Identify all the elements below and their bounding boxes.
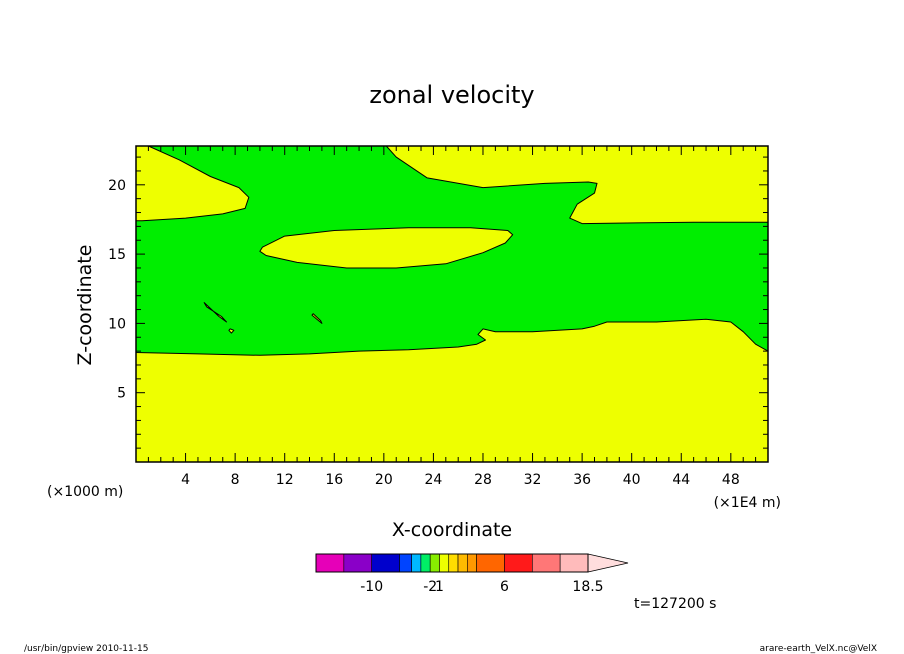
footer-right: arare-earth_VelX.nc@VelX bbox=[760, 644, 877, 654]
x-tick-label: 20 bbox=[375, 472, 393, 488]
colorbar-segment bbox=[559, 553, 589, 573]
x-unit-left: (×1000 m) bbox=[47, 484, 123, 500]
x-unit-right: (×1E4 m) bbox=[714, 495, 781, 511]
colorbar-segment bbox=[343, 553, 372, 573]
x-tick-label: 44 bbox=[672, 472, 690, 488]
y-tick-label: 10 bbox=[108, 316, 126, 332]
colorbar-segment bbox=[448, 553, 459, 573]
colorbar-segment bbox=[476, 553, 505, 573]
colorbar-segment bbox=[532, 553, 561, 573]
colorbar-segment bbox=[439, 553, 450, 573]
colorbar: -10 -21 6 18.5 bbox=[315, 553, 629, 595]
x-tick-label: 4 bbox=[181, 472, 190, 488]
x-tick-label: 28 bbox=[474, 472, 492, 488]
y-tick-label: 15 bbox=[108, 247, 126, 263]
colorbar-segment bbox=[429, 553, 440, 573]
time-label: t=127200 s bbox=[634, 596, 716, 612]
colorbar-segment bbox=[411, 553, 422, 573]
x-tick-label: 32 bbox=[524, 472, 542, 488]
contour-region-yellow-lens bbox=[259, 227, 514, 269]
colorbar-segment bbox=[399, 553, 412, 573]
colorbar-label: -10 bbox=[360, 579, 383, 595]
x-tick-label: 16 bbox=[325, 472, 343, 488]
x-axis-label: X-coordinate bbox=[392, 519, 512, 541]
colorbar-segment bbox=[420, 553, 431, 573]
chart-title: zonal velocity bbox=[369, 81, 534, 109]
plot-frame bbox=[135, 145, 769, 463]
x-tick-label: 48 bbox=[722, 472, 740, 488]
x-tick-label: 36 bbox=[573, 472, 591, 488]
x-tick-label: 12 bbox=[276, 472, 294, 488]
contour-region-yellow-island-2 bbox=[228, 328, 235, 334]
colorbar-label: 1 bbox=[435, 579, 444, 595]
plot-area bbox=[135, 145, 769, 462]
x-tick-label: 8 bbox=[231, 472, 240, 488]
colorbar-label: -2 bbox=[423, 579, 437, 595]
colorbar-label: 18.5 bbox=[572, 579, 603, 595]
y-axis-label: Z-coordinate bbox=[74, 245, 96, 366]
contour-region-yellow-island-1 bbox=[203, 302, 227, 323]
colorbar-segment bbox=[504, 553, 533, 573]
colorbar-segment bbox=[457, 553, 468, 573]
y-tick-label: 5 bbox=[117, 386, 126, 402]
y-tick-label: 20 bbox=[108, 178, 126, 194]
x-tick-label: 24 bbox=[424, 472, 442, 488]
colorbar-segment bbox=[315, 553, 345, 573]
colorbar-label: 6 bbox=[500, 579, 509, 595]
footer-left: /usr/bin/gpview 2010-11-15 bbox=[24, 644, 148, 654]
colorbar-segment bbox=[371, 553, 400, 573]
x-tick-label: 40 bbox=[623, 472, 641, 488]
colorbar-extend-arrow bbox=[587, 553, 629, 573]
colorbar-segment bbox=[467, 553, 477, 573]
contour-region-yellow-island-3 bbox=[311, 313, 323, 324]
